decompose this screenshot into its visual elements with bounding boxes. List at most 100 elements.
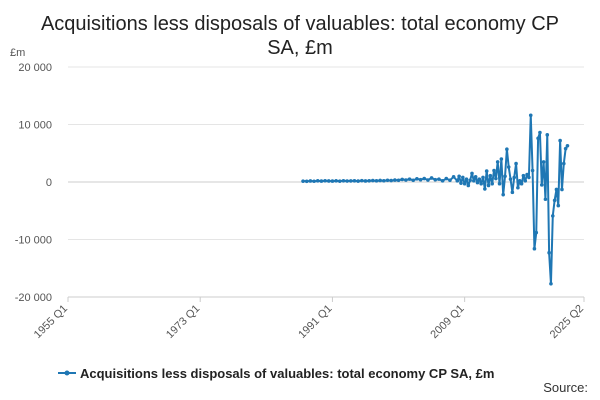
series-point[interactable] [459,181,463,185]
series-point[interactable] [426,178,430,182]
series-point[interactable] [492,168,496,173]
series-point[interactable] [512,175,517,180]
series-point[interactable] [448,178,452,183]
series-point[interactable] [565,143,570,148]
series-point[interactable] [472,179,476,183]
series-point[interactable] [312,179,316,184]
series-point[interactable] [525,172,529,177]
series-point[interactable] [516,185,520,190]
series-point[interactable] [528,113,533,118]
series-point[interactable] [547,250,551,255]
series-point[interactable] [539,183,544,187]
series-point[interactable] [345,179,349,183]
series-point[interactable] [315,179,320,183]
series-point[interactable] [523,179,528,183]
series-point[interactable] [530,168,535,173]
series-point[interactable] [490,181,494,186]
series-point[interactable] [371,178,375,183]
series-point[interactable] [543,197,548,202]
series-point[interactable] [486,183,491,188]
series-point[interactable] [532,246,537,251]
series-point[interactable] [494,176,498,181]
series-point[interactable] [510,190,515,195]
series-point[interactable] [407,177,412,181]
series-point[interactable] [330,179,335,183]
series-point[interactable] [304,179,309,184]
series-point[interactable] [527,175,531,180]
series-point[interactable] [464,177,469,181]
series-point[interactable] [466,183,471,188]
series-point[interactable] [475,180,480,185]
series-point[interactable] [334,179,338,183]
series-point[interactable] [433,177,438,182]
series-point[interactable] [481,175,485,180]
series-point[interactable] [477,177,482,181]
series-point[interactable] [367,178,371,183]
series-point[interactable] [538,130,542,135]
series-point[interactable] [558,138,562,143]
series-point[interactable] [501,192,506,197]
series-point[interactable] [341,178,346,183]
series-point[interactable] [499,157,504,161]
series-point[interactable] [385,178,390,183]
series-point[interactable] [411,178,416,183]
series-point[interactable] [437,177,441,181]
series-point[interactable] [560,187,564,192]
series-point[interactable] [549,281,553,286]
series-point[interactable] [301,179,305,183]
series-point[interactable] [534,230,539,235]
series-point[interactable] [429,176,434,180]
series-point[interactable] [563,146,568,151]
series-point[interactable] [483,187,487,191]
series-point[interactable] [517,179,522,183]
series-point[interactable] [396,178,401,183]
series-point[interactable] [519,181,524,186]
series-point[interactable] [422,176,427,181]
series-point[interactable] [337,179,342,183]
series-point[interactable] [562,161,566,166]
series-point[interactable] [508,177,513,181]
series-point[interactable] [550,214,555,218]
series-point[interactable] [457,174,461,179]
series-point[interactable] [404,178,408,182]
series-point[interactable] [444,176,449,181]
series-point[interactable] [378,178,382,183]
series-point[interactable] [461,175,465,180]
series-point[interactable] [506,165,511,169]
series-point[interactable] [319,179,324,183]
series-point[interactable] [323,178,327,183]
series-point[interactable] [451,175,456,179]
series-point[interactable] [514,161,518,166]
series-point[interactable] [552,198,557,203]
series-point[interactable] [541,160,546,164]
series-point[interactable] [479,181,483,186]
series-point[interactable] [505,147,509,152]
series-point[interactable] [400,177,405,182]
series-point[interactable] [495,160,500,164]
series-point[interactable] [503,174,507,179]
series-point[interactable] [521,173,526,178]
series-point[interactable] [468,178,472,183]
series-point[interactable] [455,179,460,183]
series-point[interactable] [545,133,550,137]
series-point[interactable] [389,178,393,183]
series-point[interactable] [352,179,357,183]
series-point[interactable] [326,179,331,183]
series-point[interactable] [360,178,364,183]
series-point[interactable] [497,181,502,186]
series-point[interactable] [484,169,489,173]
legend[interactable]: Acquisitions less disposals of valuables… [58,366,494,381]
series-point[interactable] [488,173,493,178]
series-point[interactable] [418,177,423,182]
series-point[interactable] [415,177,419,181]
series-point[interactable] [440,179,445,183]
series-point[interactable] [308,179,313,183]
series-point[interactable] [374,179,379,183]
series-point[interactable] [556,203,561,208]
series-point[interactable] [470,171,474,176]
series-point[interactable] [536,136,540,141]
series-point[interactable] [363,179,368,183]
series-point[interactable] [473,175,478,179]
series-point[interactable] [554,187,559,192]
series-point[interactable] [462,181,467,186]
